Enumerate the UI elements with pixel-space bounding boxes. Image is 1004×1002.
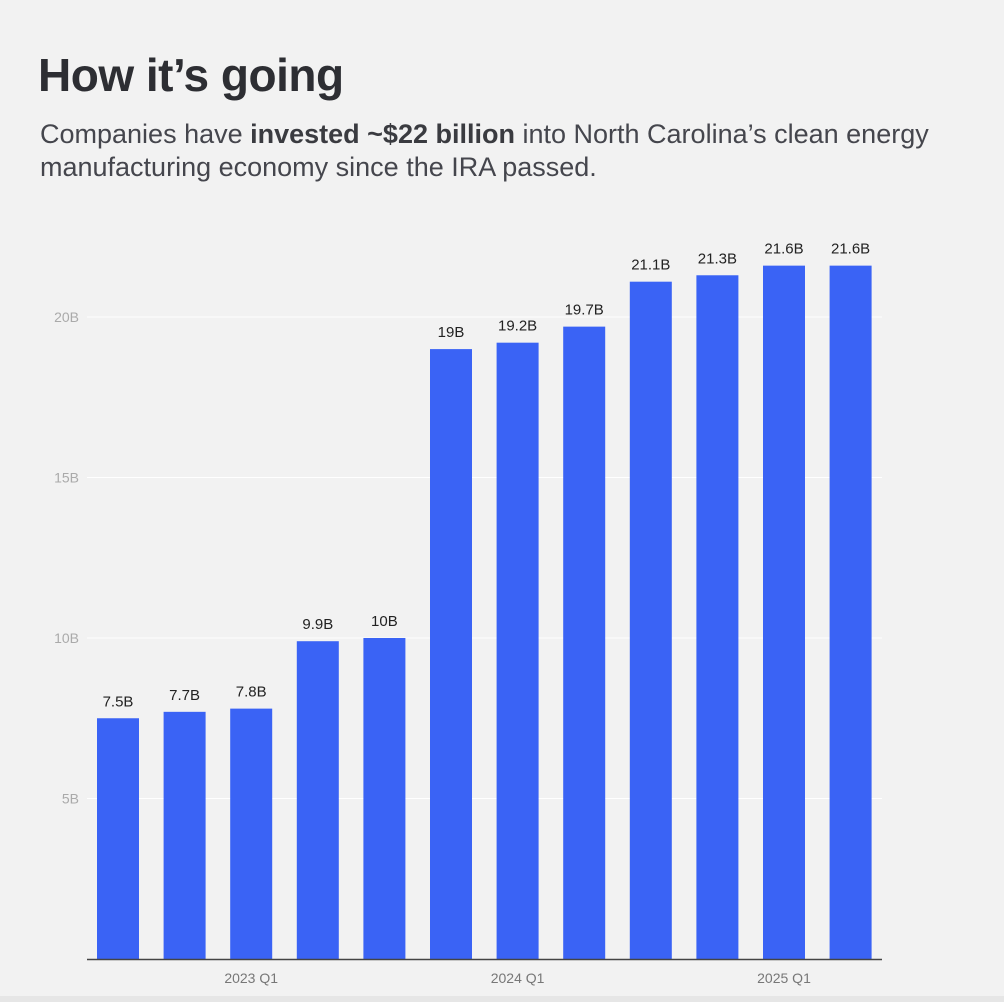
- x-tick-label: 2025 Q1: [757, 970, 811, 986]
- data-label: 7.7B: [169, 687, 200, 704]
- data-label: 7.5B: [103, 693, 134, 710]
- data-label: 19.7B: [565, 302, 604, 319]
- gridlines: [87, 316, 882, 799]
- bar: [763, 265, 805, 959]
- bar: [829, 265, 872, 959]
- bars: [97, 265, 872, 960]
- data-label: 21.3B: [698, 250, 737, 267]
- bar: [230, 708, 273, 959]
- subtitle-text-post: into North Carolina’s clean energy manuf…: [40, 119, 929, 182]
- data-label: 21.6B: [764, 241, 803, 258]
- x-axis-tick-labels: 2023 Q1 2024 Q1 2025 Q1: [224, 970, 811, 986]
- data-label: 21.6B: [831, 241, 870, 258]
- y-tick-label: 10B: [54, 630, 79, 646]
- y-tick-label: 5B: [62, 791, 79, 807]
- chart-title: How it’s going: [38, 49, 344, 101]
- y-tick-label: 15B: [54, 470, 79, 486]
- data-label: 21.1B: [631, 257, 670, 274]
- bar: [496, 342, 539, 959]
- bar: [563, 326, 606, 959]
- data-label: 19B: [438, 324, 465, 341]
- data-label: 10B: [371, 613, 398, 630]
- data-label: 7.8B: [236, 684, 267, 701]
- bar: [296, 641, 339, 959]
- y-axis-tick-labels: 5B 10B 15B 20B: [54, 309, 79, 807]
- bar: [363, 638, 406, 959]
- bar: [430, 349, 472, 960]
- y-tick-label: 20B: [54, 309, 79, 325]
- x-tick-label: 2024 Q1: [491, 970, 545, 986]
- subtitle-highlight: invested ~$22 billion: [250, 119, 515, 149]
- x-tick-label: 2023 Q1: [224, 970, 278, 986]
- bar: [163, 711, 206, 959]
- bar: [97, 718, 139, 959]
- data-labels: 7.5B 7.7B 7.8B 9.9B 10B 19B 19.2B 19.7B 21.1B 21.…: [103, 241, 871, 711]
- subtitle-text-pre: Companies have: [40, 119, 251, 149]
- bar: [629, 281, 672, 959]
- chart-subtitle: Companies have invested ~$22 billion int…: [40, 118, 960, 184]
- bar: [696, 275, 739, 959]
- bottom-strip: [0, 996, 1004, 1002]
- data-label: 19.2B: [498, 318, 537, 335]
- data-label: 9.9B: [302, 616, 333, 633]
